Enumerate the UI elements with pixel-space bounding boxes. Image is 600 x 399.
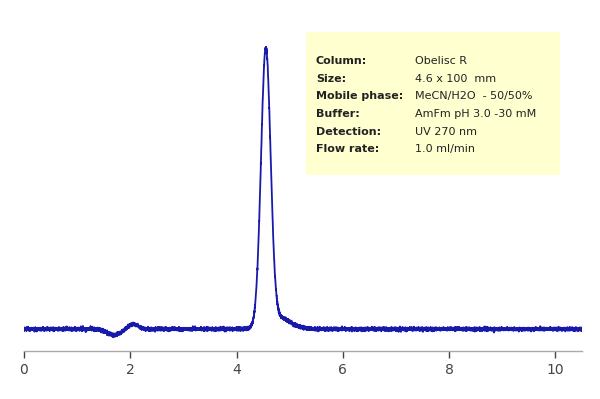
Text: MeCN/H2O  - 50/50%: MeCN/H2O - 50/50%	[415, 91, 532, 101]
Text: 4.6 x 100  mm: 4.6 x 100 mm	[415, 74, 496, 84]
Text: Detection:: Detection:	[316, 126, 381, 136]
FancyBboxPatch shape	[306, 32, 560, 175]
Text: Size:: Size:	[316, 74, 346, 84]
Text: Mobile phase:: Mobile phase:	[316, 91, 403, 101]
Text: Buffer:: Buffer:	[316, 109, 359, 119]
Text: Flow rate:: Flow rate:	[316, 144, 379, 154]
Text: AmFm pH 3.0 -30 mM: AmFm pH 3.0 -30 mM	[415, 109, 536, 119]
Text: UV 270 nm: UV 270 nm	[415, 126, 476, 136]
Text: 1.0 ml/min: 1.0 ml/min	[415, 144, 475, 154]
Text: Column:: Column:	[316, 56, 367, 66]
Text: Obelisc R: Obelisc R	[415, 56, 467, 66]
